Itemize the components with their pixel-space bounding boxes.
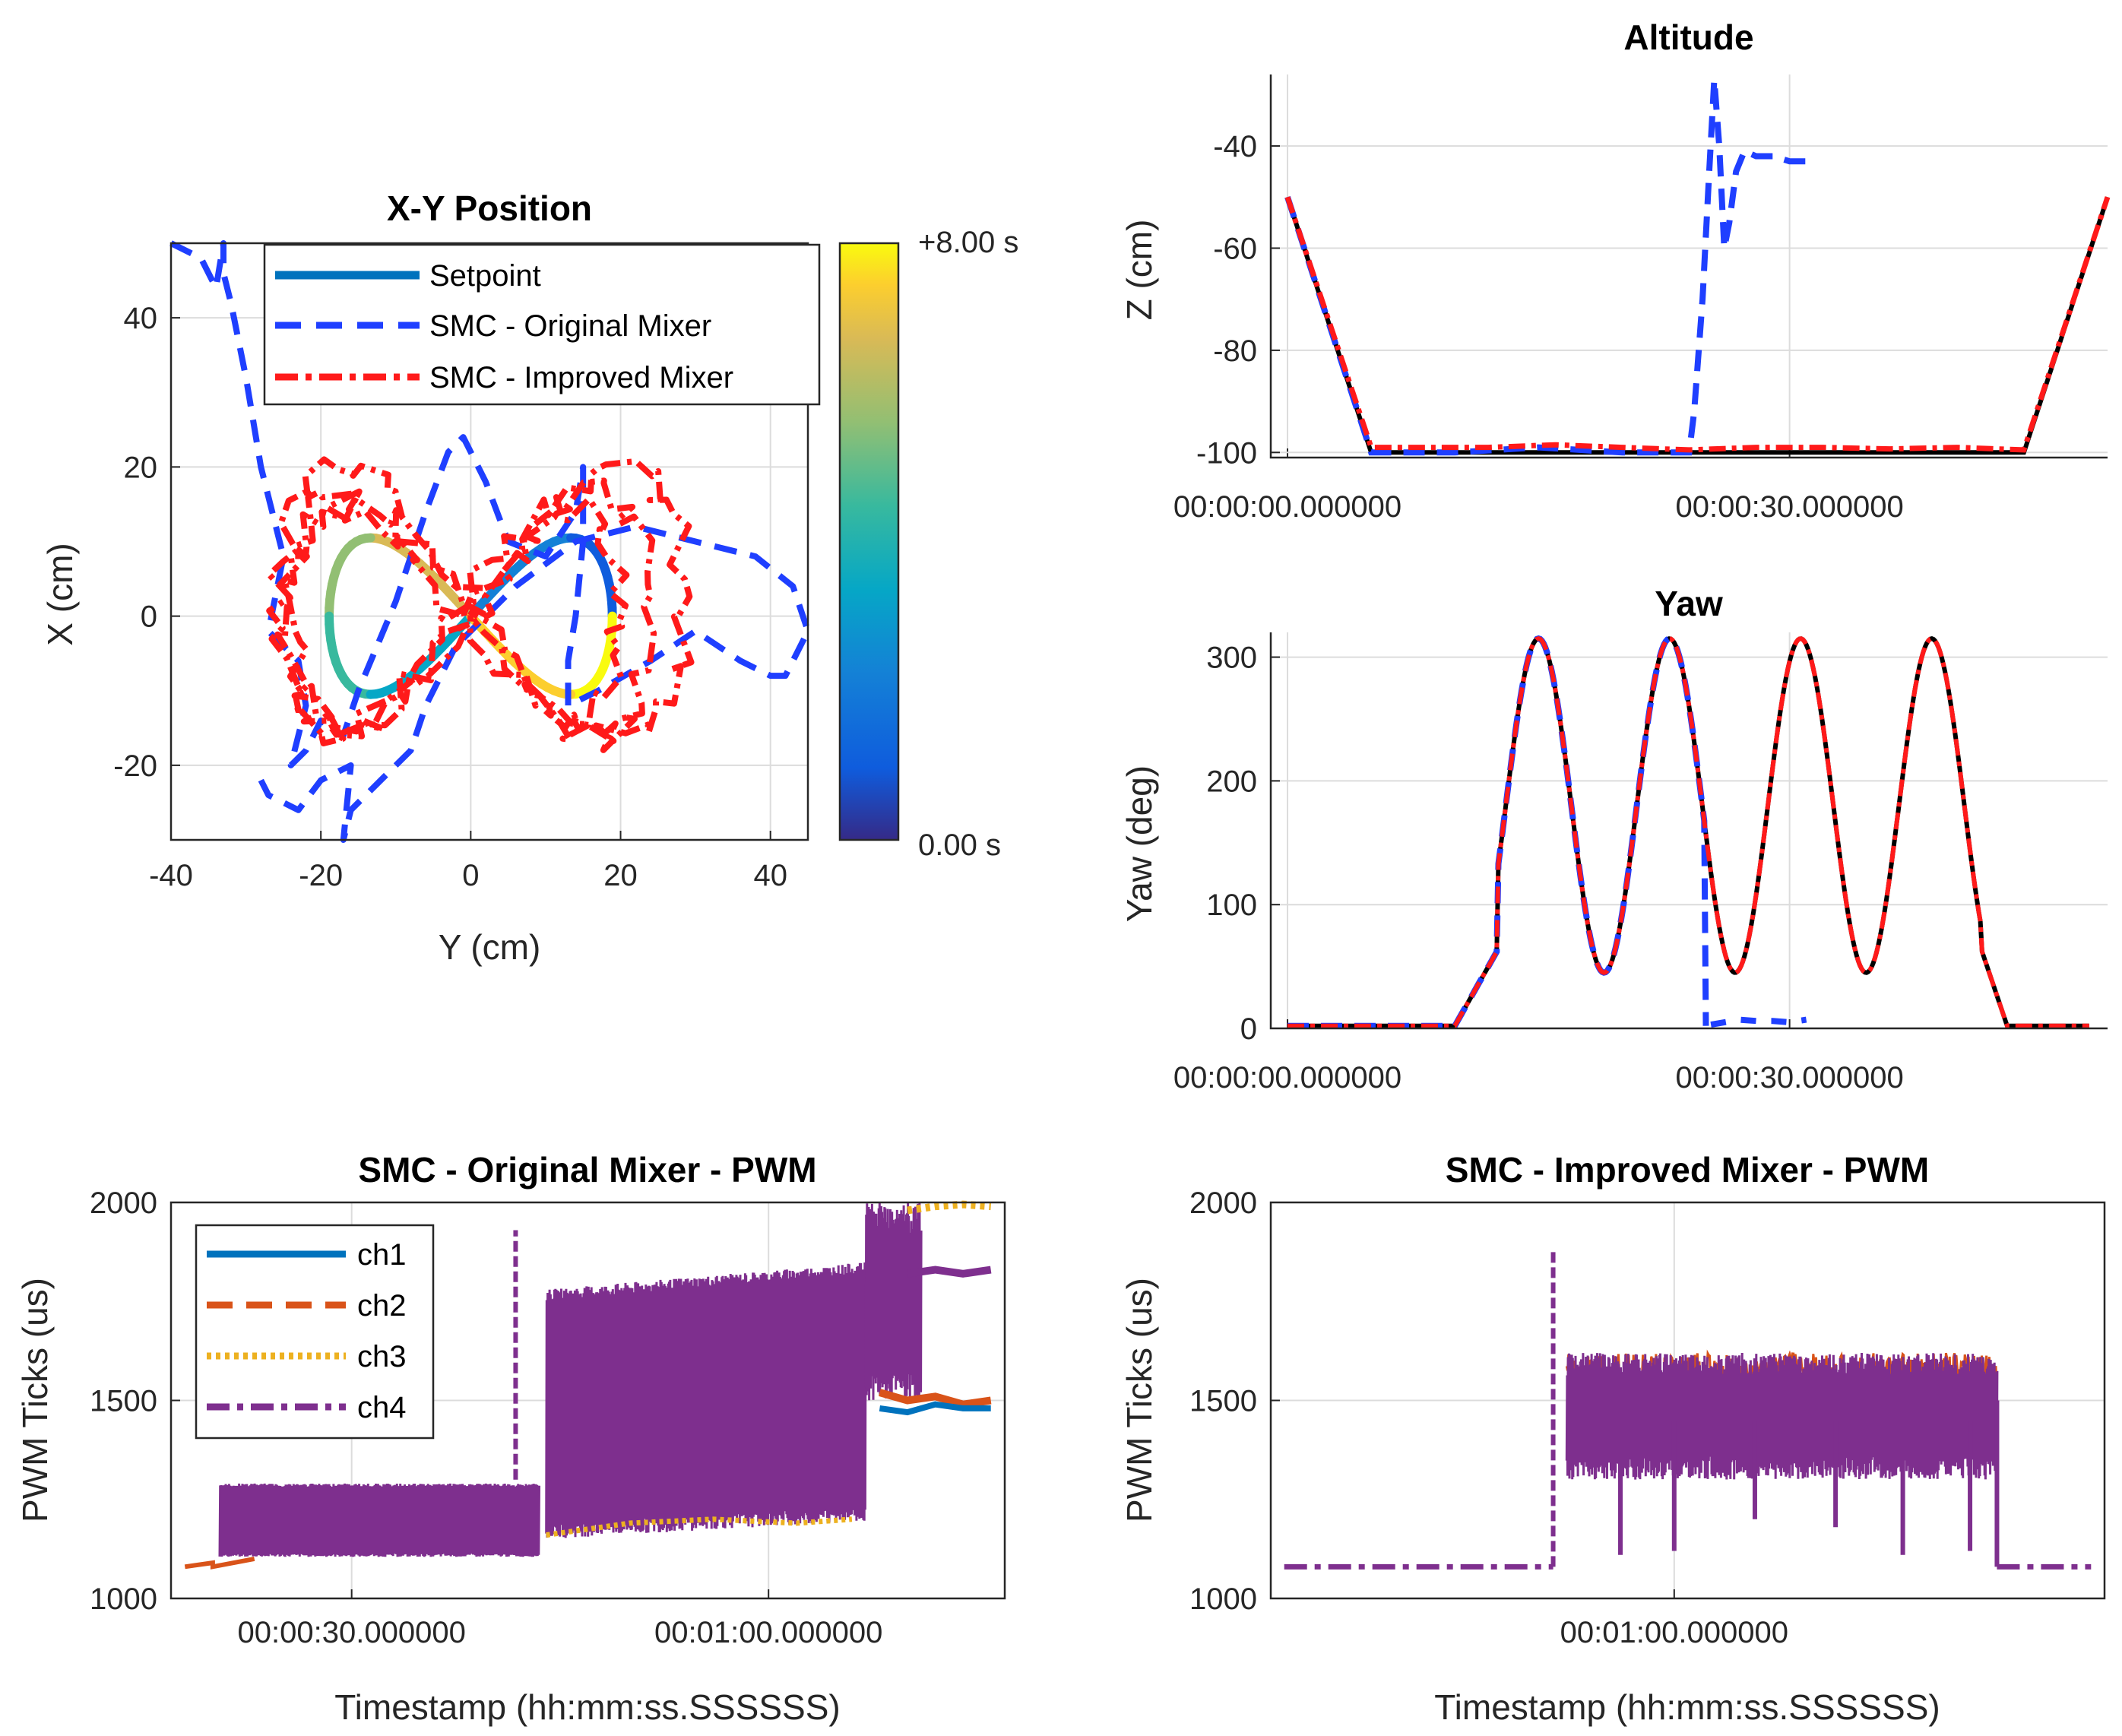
colorbar-bottom-label: 0.00 s — [918, 828, 1001, 862]
legend-label-ch3: ch3 — [357, 1340, 407, 1373]
xy-title: X-Y Position — [387, 188, 592, 228]
pwm-original-preflight — [184, 1556, 255, 1570]
original-mixer-path — [169, 240, 811, 843]
pwm-original-ch3-floor — [546, 1516, 853, 1538]
pwm-improved-title: SMC - Improved Mixer - PWM — [1446, 1150, 1929, 1190]
altitude-axes — [1269, 74, 2108, 459]
pwm-legend: ch1 ch2 ch3 ch4 — [195, 1224, 435, 1440]
yaw-axes — [1269, 632, 2108, 1030]
altitude-setpoint-line — [1285, 196, 2110, 455]
pwm-improved-axes-box — [1269, 1201, 2106, 1600]
xy-xtick-label: -40 — [149, 859, 193, 892]
yaw-improved-line — [1287, 635, 2089, 1028]
pwm-original-chart: 00:00:30.000000 00:01:00.000000 1000 1500 20… — [15, 1150, 1006, 1727]
pwm-improved-ylabel: PWM Ticks (us) — [1120, 1278, 1159, 1522]
legend-label-original: SMC - Original Mixer — [429, 309, 711, 343]
altitude-grid — [1271, 74, 2108, 458]
pwm-original-ytick-label: 2000 — [90, 1186, 157, 1220]
pwm-original-title: SMC - Original Mixer - PWM — [358, 1150, 816, 1190]
improved-mixer-path — [281, 488, 630, 740]
pwm-original-ch4-tail — [907, 1266, 992, 1278]
altitude-tick-labels: 00:00:00.000000 00:00:30.000000 -100 -80 -60… — [1173, 130, 1904, 524]
altitude-ytick-label: -100 — [1196, 436, 1257, 470]
yaw-original-line — [1287, 635, 1709, 1029]
pwm-improved-chart: 00:01:00.000000 1000 1500 2000 SMC - Improv… — [1120, 1150, 2106, 1727]
yaw-chart: 00:00:00.000000 00:00:30.000000 0 100 200 300… — [1120, 584, 2108, 1095]
xy-colorbar: +8.00 s 0.00 s — [838, 226, 1018, 862]
altitude-ytick-label: -80 — [1213, 334, 1257, 368]
yaw-ytick-label: 300 — [1206, 641, 1257, 675]
pwm-original-axes-box — [169, 1201, 1006, 1600]
pwm-original-xtick-label: 00:00:30.000000 — [238, 1616, 466, 1649]
altitude-original-line — [1284, 79, 1807, 456]
xy-xtick-label: 0 — [462, 859, 479, 892]
xy-xtick-label: -20 — [299, 859, 343, 892]
altitude-xtick-label: 00:00:00.000000 — [1173, 490, 1401, 524]
pwm-original-ylabel: PWM Ticks (us) — [15, 1278, 55, 1522]
pwm-original-xtick-label: 00:01:00.000000 — [654, 1616, 882, 1649]
yaw-ytick-label: 100 — [1206, 889, 1257, 922]
altitude-ylabel: Z (cm) — [1120, 220, 1159, 321]
pwm-improved-ytick-label: 2000 — [1189, 1186, 1257, 1220]
pwm-improved-xtick-label: 00:01:00.000000 — [1560, 1616, 1788, 1649]
pwm-original-ch3-tail — [907, 1200, 992, 1215]
pwm-original-band-2 — [545, 1262, 867, 1538]
xy-xtick-label: 20 — [603, 859, 638, 892]
xy-ytick-label: 40 — [124, 302, 158, 335]
pwm-improved-ytick-label: 1000 — [1189, 1582, 1257, 1616]
colorbar-gradient — [838, 242, 900, 841]
altitude-ytick-label: -60 — [1213, 232, 1257, 265]
improved-mixer-path — [266, 456, 695, 744]
legend-label-improved: SMC - Improved Mixer — [429, 361, 733, 394]
yaw-ylabel: Yaw (deg) — [1120, 765, 1159, 922]
legend-label-ch1: ch1 — [357, 1238, 407, 1272]
altitude-series — [1284, 79, 2111, 456]
legend-label-ch2: ch2 — [357, 1289, 407, 1323]
pwm-original-tick-labels: 00:00:30.000000 00:01:00.000000 1000 1500 20… — [90, 1186, 882, 1649]
yaw-ytick-label: 200 — [1206, 765, 1257, 798]
pwm-original-band-3 — [864, 1202, 923, 1401]
pwm-improved-series — [1284, 1250, 2092, 1570]
pwm-improved-ytick-label: 1500 — [1189, 1385, 1257, 1418]
xy-series — [169, 240, 811, 843]
altitude-chart: 00:00:00.000000 00:00:30.000000 -100 -80 -60… — [1120, 17, 2111, 524]
pwm-original-ch2-tail — [879, 1389, 992, 1408]
yaw-ytick-label: 0 — [1240, 1012, 1257, 1046]
legend-label-ch4: ch4 — [357, 1391, 407, 1424]
pwm-original-ytick-label: 1000 — [90, 1582, 157, 1616]
pwm-original-ch1-tail — [879, 1401, 991, 1416]
pwm-improved-ch4-band — [1565, 1352, 1999, 1480]
improved-mixer-path — [274, 477, 657, 753]
xy-legend: Setpoint SMC - Original Mixer SMC - Impr… — [263, 243, 821, 406]
xy-axes-box — [169, 242, 809, 841]
pwm-improved-tick-labels: 00:01:00.000000 1000 1500 2000 — [1189, 1186, 1788, 1649]
pwm-improved-xlabel: Timestamp (hh:mm:ss.SSSSSS) — [1434, 1687, 1940, 1727]
pwm-original-xlabel: Timestamp (hh:mm:ss.SSSSSS) — [334, 1687, 840, 1727]
pwm-legend-box — [195, 1224, 435, 1440]
xy-xtick-label: 40 — [753, 859, 787, 892]
xy-ytick-label: 0 — [141, 600, 157, 634]
legend-label-setpoint: Setpoint — [429, 259, 541, 293]
colorbar-top-label: +8.00 s — [918, 226, 1018, 259]
altitude-xtick-label: 00:00:30.000000 — [1675, 490, 1903, 524]
pwm-original-band-1 — [218, 1483, 540, 1557]
altitude-ytick-label: -40 — [1213, 130, 1257, 163]
yaw-title: Yaw — [1655, 584, 1723, 623]
xy-ytick-label: 20 — [124, 451, 158, 484]
yaw-series — [1287, 635, 2089, 1029]
yaw-tick-labels: 00:00:00.000000 00:00:30.000000 0 100 200 300 — [1173, 641, 1904, 1095]
xy-xlabel: Y (cm) — [439, 927, 541, 967]
xy-tick-labels: -40 -20 0 20 40 -20 0 20 40 — [113, 302, 787, 892]
yaw-xtick-label: 00:00:30.000000 — [1675, 1061, 1903, 1095]
yaw-original-tail — [1710, 1016, 1807, 1028]
altitude-title: Altitude — [1623, 17, 1753, 57]
pwm-original-ytick-label: 1500 — [90, 1385, 157, 1418]
xy-ylabel: X (cm) — [40, 543, 80, 645]
pwm-original-series — [184, 1200, 992, 1570]
xy-ytick-label: -20 — [113, 749, 157, 783]
yaw-xtick-label: 00:00:00.000000 — [1173, 1061, 1401, 1095]
altitude-improved-line — [1284, 196, 2111, 453]
